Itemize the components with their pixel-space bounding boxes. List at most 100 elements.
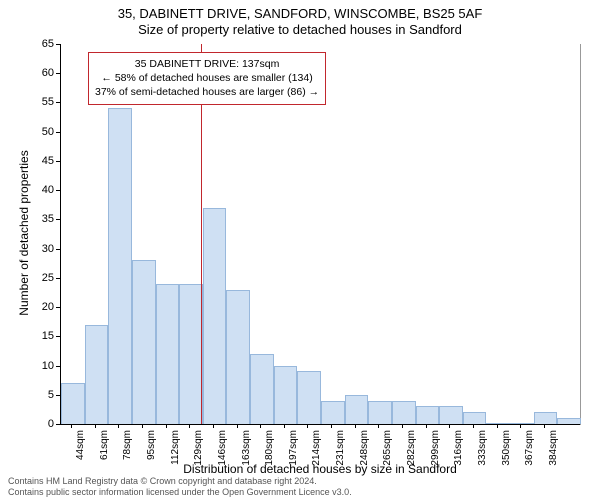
histogram-bar [274,366,298,424]
ytick-label: 35 [24,213,54,225]
xtick-mark [426,424,427,428]
histogram-bar [534,412,558,424]
annotation-box: 35 DABINETT DRIVE: 137sqm← 58% of detach… [88,52,326,105]
xtick-mark [449,424,450,428]
ytick-mark [56,73,60,74]
xtick-mark [473,424,474,428]
ytick-label: 65 [24,38,54,50]
histogram-bar [250,354,274,424]
xtick-mark [95,424,96,428]
histogram-bar [439,406,463,424]
xtick-label: 248sqm [359,430,370,472]
histogram-bar [85,325,109,424]
xtick-mark [378,424,379,428]
xtick-mark [307,424,308,428]
ytick-label: 60 [24,67,54,79]
histogram-bar [108,108,132,424]
ytick-label: 20 [24,301,54,313]
histogram-bar [345,395,369,424]
xtick-label: 180sqm [264,430,275,472]
xtick-label: 333sqm [477,430,488,472]
histogram-bar [61,383,85,424]
ytick-label: 5 [24,389,54,401]
histogram-bar [557,418,581,424]
ytick-mark [56,395,60,396]
xtick-mark [520,424,521,428]
ytick-mark [56,307,60,308]
histogram-bar [392,401,416,424]
histogram-bar [416,406,440,424]
ytick-mark [56,278,60,279]
chart-title-subtitle: Size of property relative to detached ho… [0,22,600,37]
ytick-mark [56,44,60,45]
plot-right-border [580,44,581,425]
xtick-mark [189,424,190,428]
xtick-mark [118,424,119,428]
xtick-mark [497,424,498,428]
xtick-mark [331,424,332,428]
ytick-mark [56,336,60,337]
xtick-mark [260,424,261,428]
xtick-mark [166,424,167,428]
chart-title-address: 35, DABINETT DRIVE, SANDFORD, WINSCOMBE,… [0,6,600,21]
annotation-line: 35 DABINETT DRIVE: 137sqm [95,57,319,71]
ytick-mark [56,102,60,103]
footer-line1: Contains HM Land Registry data © Crown c… [8,476,352,487]
histogram-bar [486,423,510,424]
histogram-bar [368,401,392,424]
ytick-mark [56,424,60,425]
histogram-bar [321,401,345,424]
ytick-label: 25 [24,272,54,284]
xtick-mark [213,424,214,428]
xtick-label: 350sqm [501,430,512,472]
ytick-label: 45 [24,155,54,167]
histogram-bar [510,423,534,424]
ytick-label: 15 [24,330,54,342]
ytick-mark [56,132,60,133]
xtick-label: 129sqm [193,430,204,472]
histogram-bar [132,260,156,424]
histogram-bar [226,290,250,424]
ytick-mark [56,161,60,162]
xtick-label: 367sqm [524,430,535,472]
xtick-label: 95sqm [146,430,157,472]
xtick-label: 197sqm [288,430,299,472]
xtick-label: 61sqm [99,430,110,472]
ytick-mark [56,249,60,250]
xtick-mark [237,424,238,428]
xtick-mark [284,424,285,428]
xtick-label: 299sqm [430,430,441,472]
xtick-label: 282sqm [406,430,417,472]
ytick-mark [56,219,60,220]
xtick-mark [355,424,356,428]
annotation-line: 37% of semi-detached houses are larger (… [95,85,319,99]
xtick-label: 231sqm [335,430,346,472]
xtick-label: 384sqm [548,430,559,472]
histogram-bar [203,208,227,424]
xtick-mark [544,424,545,428]
histogram-bar [297,371,321,424]
ytick-label: 55 [24,96,54,108]
annotation-line: ← 58% of detached houses are smaller (13… [95,71,319,85]
ytick-mark [56,366,60,367]
xtick-label: 146sqm [217,430,228,472]
ytick-label: 30 [24,243,54,255]
ytick-mark [56,190,60,191]
ytick-label: 40 [24,184,54,196]
chart-container: 35, DABINETT DRIVE, SANDFORD, WINSCOMBE,… [0,0,600,500]
ytick-label: 10 [24,360,54,372]
xtick-label: 112sqm [170,430,181,472]
histogram-bar [179,284,203,424]
ytick-label: 50 [24,126,54,138]
ytick-label: 0 [24,418,54,430]
xtick-label: 214sqm [311,430,322,472]
footer-attribution: Contains HM Land Registry data © Crown c… [8,476,352,499]
xtick-label: 265sqm [382,430,393,472]
xtick-label: 163sqm [241,430,252,472]
xtick-mark [71,424,72,428]
xtick-mark [142,424,143,428]
footer-line2: Contains public sector information licen… [8,487,352,498]
xtick-mark [402,424,403,428]
xtick-label: 316sqm [453,430,464,472]
xtick-label: 78sqm [122,430,133,472]
